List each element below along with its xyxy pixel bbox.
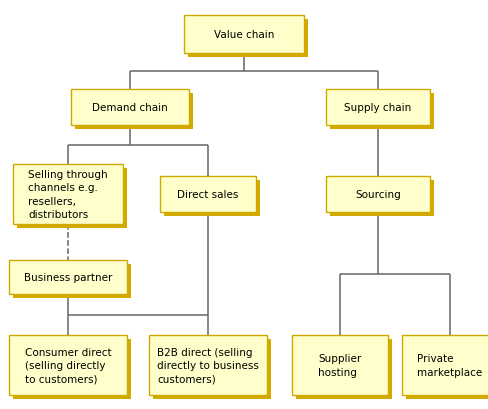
Text: Direct sales: Direct sales — [177, 189, 239, 200]
FancyBboxPatch shape — [153, 339, 271, 399]
FancyBboxPatch shape — [75, 94, 193, 130]
Text: Demand chain: Demand chain — [92, 103, 168, 113]
Text: Private
marketplace: Private marketplace — [417, 353, 483, 377]
FancyBboxPatch shape — [406, 339, 488, 399]
FancyBboxPatch shape — [164, 180, 260, 216]
FancyBboxPatch shape — [13, 264, 131, 298]
FancyBboxPatch shape — [296, 339, 392, 399]
FancyBboxPatch shape — [402, 335, 488, 395]
FancyBboxPatch shape — [71, 90, 189, 126]
Text: Supply chain: Supply chain — [345, 103, 411, 113]
FancyBboxPatch shape — [330, 180, 434, 216]
Text: Supplier
hosting: Supplier hosting — [318, 353, 362, 377]
Text: Selling through
channels e.g.
resellers,
distributors: Selling through channels e.g. resellers,… — [28, 170, 108, 219]
FancyBboxPatch shape — [330, 94, 434, 130]
FancyBboxPatch shape — [9, 261, 127, 294]
FancyBboxPatch shape — [184, 16, 304, 54]
FancyBboxPatch shape — [149, 335, 267, 395]
FancyBboxPatch shape — [292, 335, 388, 395]
Text: Consumer direct
(selling directly
to customers): Consumer direct (selling directly to cus… — [25, 347, 111, 383]
FancyBboxPatch shape — [160, 177, 256, 213]
Text: Sourcing: Sourcing — [355, 189, 401, 200]
FancyBboxPatch shape — [17, 169, 127, 229]
FancyBboxPatch shape — [13, 164, 123, 225]
Text: B2B direct (selling
directly to business
customers): B2B direct (selling directly to business… — [157, 347, 259, 383]
Text: Value chain: Value chain — [214, 30, 274, 40]
Text: Business partner: Business partner — [24, 272, 112, 282]
FancyBboxPatch shape — [326, 177, 430, 213]
FancyBboxPatch shape — [13, 339, 131, 399]
FancyBboxPatch shape — [326, 90, 430, 126]
FancyBboxPatch shape — [9, 335, 127, 395]
FancyBboxPatch shape — [188, 20, 308, 58]
